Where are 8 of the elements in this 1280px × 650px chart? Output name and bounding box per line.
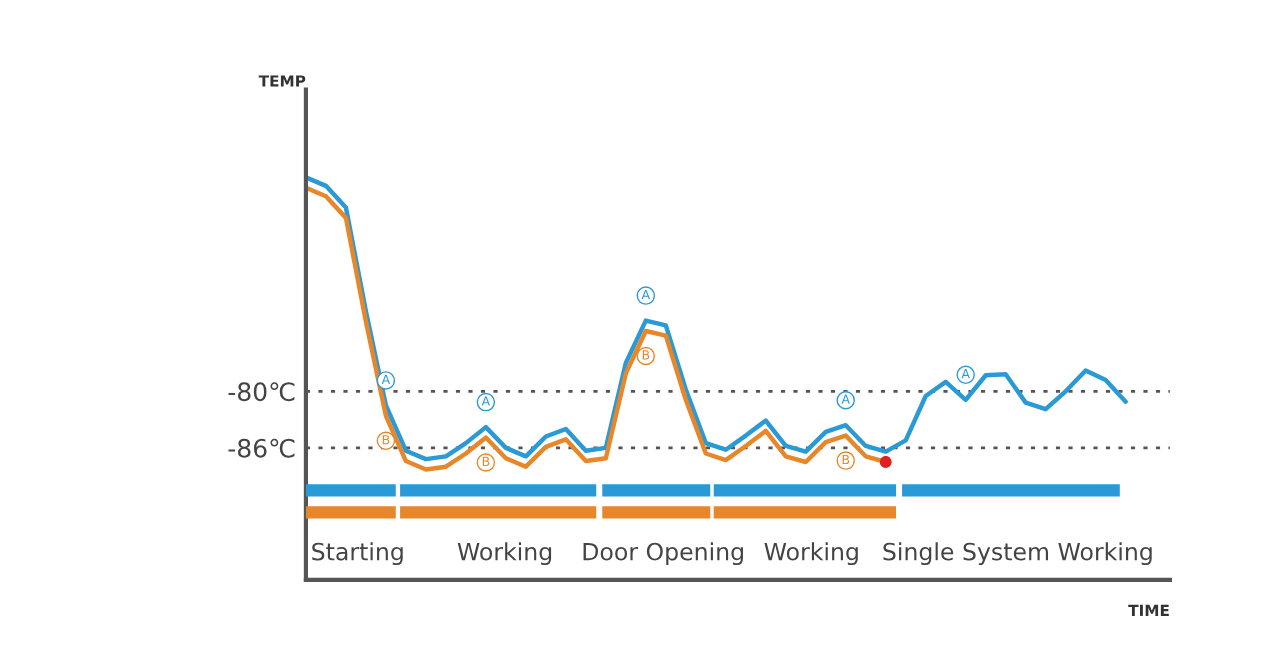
line-series (305, 175, 1128, 462)
y-tick-label: -86℃ (228, 438, 295, 458)
annotation: Working (764, 542, 858, 566)
annotation: Working (457, 542, 552, 566)
annotation: Door Opening (583, 542, 743, 566)
annotation: Starting (312, 542, 403, 566)
annotation: Single System Working (883, 542, 1152, 566)
y-tick-label: -80℃ (228, 382, 295, 402)
